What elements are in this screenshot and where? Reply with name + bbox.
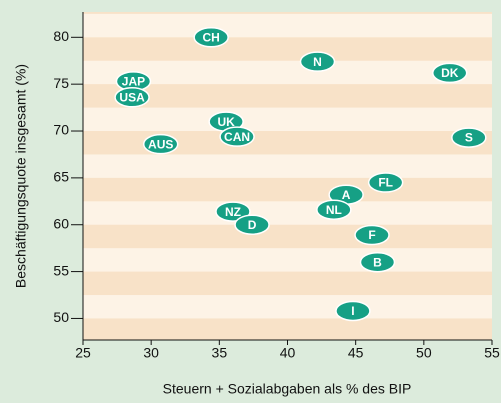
x-tick-label: 45 [348, 345, 364, 361]
point: B [359, 251, 396, 273]
stripe [83, 318, 492, 340]
stripe [83, 177, 492, 202]
point-label: JAP [122, 75, 145, 89]
point-label: S [465, 131, 473, 145]
point: FL [367, 172, 404, 193]
point-marker [354, 224, 390, 246]
point-label: D [248, 218, 257, 232]
point-marker [142, 133, 179, 155]
x-axis-title: Steuern + Sozialabgaben als % des BIP [163, 381, 412, 397]
point-marker [367, 172, 404, 193]
x-tick-label: 30 [143, 345, 159, 361]
y-tick-label: 70 [53, 122, 69, 138]
point: AUS [142, 133, 179, 155]
y-tick-label: 50 [53, 309, 69, 325]
point-label: UK [217, 115, 235, 129]
point-label: B [373, 255, 382, 269]
point-marker [114, 87, 150, 108]
point-marker [316, 199, 352, 220]
point-marker [219, 126, 255, 147]
point-marker [451, 127, 487, 148]
point-marker [193, 27, 229, 48]
point-marker [431, 62, 468, 84]
point: USA [114, 87, 150, 108]
point-label: DK [441, 66, 459, 80]
point-label: NZ [225, 205, 241, 219]
point-label: N [313, 55, 322, 69]
point-label: NL [326, 203, 342, 217]
point-label: A [342, 188, 351, 202]
point: NZ [215, 201, 251, 222]
x-tick-label: 50 [416, 345, 432, 361]
point-label: FL [378, 176, 393, 190]
y-tick-label: 65 [53, 169, 69, 185]
x-tick-label: 25 [75, 345, 91, 361]
point: F [354, 224, 390, 246]
point-label: I [351, 304, 354, 318]
point: D [234, 214, 270, 235]
point-label: AUS [148, 137, 173, 151]
point: DK [431, 62, 468, 84]
point: CAN [219, 126, 255, 147]
point-label: CAN [224, 130, 250, 144]
point: N [299, 51, 336, 72]
point-marker [234, 214, 270, 235]
point: I [335, 300, 371, 322]
stripe [83, 271, 492, 296]
point-marker [215, 201, 251, 222]
stripe [83, 12, 492, 14]
x-tick-label: 40 [280, 345, 296, 361]
y-tick-label: 60 [53, 215, 69, 231]
stripe [83, 37, 492, 61]
y-axis-title: Beschäftigungsquote insgesamt (%) [13, 64, 29, 288]
point-marker [359, 251, 396, 273]
point-marker [335, 300, 371, 322]
point: S [451, 127, 487, 148]
point-label: CH [202, 30, 219, 44]
point: CH [193, 27, 229, 48]
stripe [83, 224, 492, 249]
stripe [83, 131, 492, 155]
x-tick-label: 55 [484, 345, 500, 361]
point: UK [208, 111, 244, 132]
point-label: USA [119, 90, 145, 104]
x-tick-label: 35 [212, 345, 228, 361]
point-label: F [368, 228, 375, 242]
point: JAP [115, 71, 152, 92]
point-marker [299, 51, 336, 72]
point: NL [316, 199, 352, 220]
y-tick-label: 55 [53, 262, 69, 278]
stripe [83, 84, 492, 108]
y-tick-label: 80 [53, 28, 69, 44]
y-tick-label: 75 [53, 75, 69, 91]
